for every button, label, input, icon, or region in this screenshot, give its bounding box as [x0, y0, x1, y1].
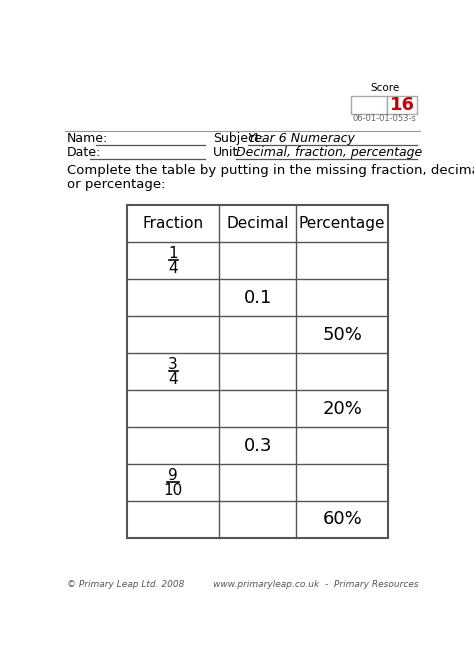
Text: Unit:: Unit: — [213, 146, 242, 159]
Text: 0.1: 0.1 — [244, 289, 272, 307]
Text: www.primaryleap.co.uk  -  Primary Resources: www.primaryleap.co.uk - Primary Resource… — [213, 580, 419, 589]
Bar — [128, 205, 388, 538]
Text: Year 6 Numeracy: Year 6 Numeracy — [247, 132, 355, 145]
Text: 4: 4 — [168, 372, 178, 386]
Text: 20%: 20% — [322, 399, 362, 417]
Text: Decimal, fraction, percentage: Decimal, fraction, percentage — [236, 146, 422, 159]
Text: Decimal: Decimal — [227, 216, 289, 231]
Text: or percentage:: or percentage: — [67, 178, 165, 191]
Text: Percentage: Percentage — [299, 216, 385, 231]
Text: Fraction: Fraction — [143, 216, 204, 231]
Text: 3: 3 — [168, 357, 178, 372]
Text: 0.3: 0.3 — [244, 437, 272, 454]
Bar — [351, 96, 387, 114]
Text: 16: 16 — [390, 96, 415, 114]
Text: © Primary Leap Ltd. 2008: © Primary Leap Ltd. 2008 — [67, 580, 184, 589]
Text: 4: 4 — [168, 261, 178, 276]
Text: Complete the table by putting in the missing fraction, decimal: Complete the table by putting in the mis… — [67, 164, 474, 177]
Text: Date:: Date: — [67, 146, 101, 159]
Text: 06-01-01-053-s: 06-01-01-053-s — [352, 114, 416, 123]
Text: 1: 1 — [168, 246, 178, 261]
Text: Score: Score — [370, 83, 400, 93]
Text: 10: 10 — [164, 482, 183, 498]
Text: Name:: Name: — [67, 132, 108, 145]
Text: 50%: 50% — [322, 325, 362, 344]
Text: 9: 9 — [168, 468, 178, 483]
Text: 60%: 60% — [322, 511, 362, 529]
Bar — [387, 96, 417, 114]
Text: Subject:: Subject: — [213, 132, 264, 145]
